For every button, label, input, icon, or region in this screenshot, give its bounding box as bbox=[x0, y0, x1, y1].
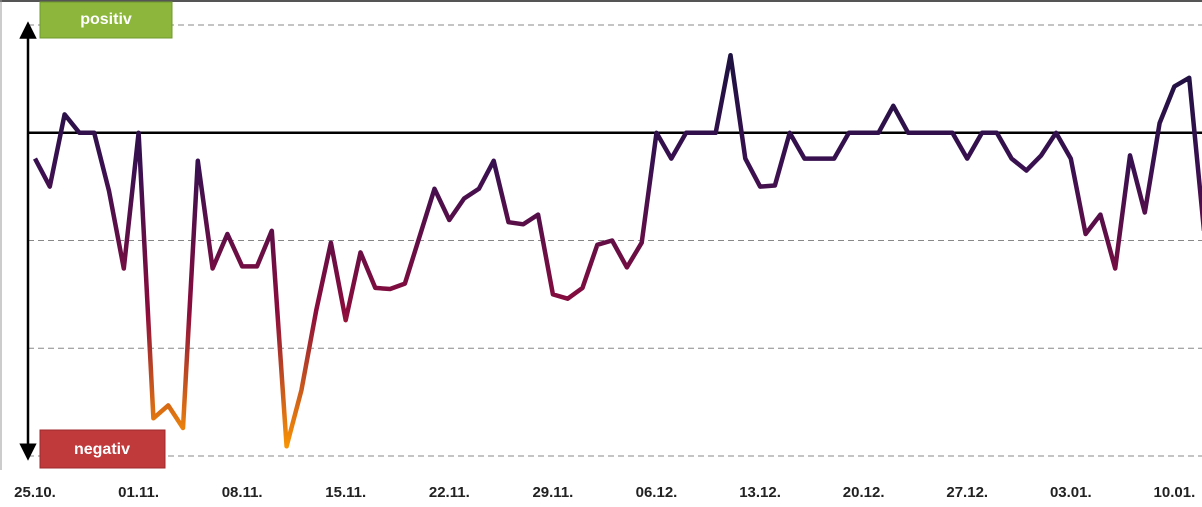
x-tick-label: 27.12. bbox=[946, 484, 988, 501]
x-tick-label: 06.12. bbox=[636, 484, 678, 501]
x-tick-label: 13.12. bbox=[739, 484, 781, 501]
line-series bbox=[33, 52, 1202, 449]
x-tick-label: 08.11. bbox=[222, 484, 263, 501]
plot bbox=[33, 52, 1202, 449]
positiv-label: positiv bbox=[80, 11, 132, 28]
x-tick-label: 20.12. bbox=[843, 484, 885, 501]
positiv-box bbox=[39, 1, 173, 39]
x-tick-label: 03.01. bbox=[1050, 484, 1092, 501]
negativ-label: negativ bbox=[74, 441, 130, 458]
x-axis-labels: 25.10. 01.11. 08.11. 15.11. 22.11. 29.11. 06.1… bbox=[14, 484, 1195, 501]
x-tick-label: 22.11. bbox=[429, 484, 470, 501]
x-tick-label: 25.10. bbox=[14, 484, 56, 501]
x-tick-label: 01.11. bbox=[118, 484, 159, 501]
negativ-box bbox=[39, 429, 166, 469]
x-tick-label: 15.11. bbox=[325, 484, 366, 501]
grid bbox=[28, 24, 1202, 457]
x-tick-label: 29.11. bbox=[532, 484, 573, 501]
x-tick-label: 10.01. bbox=[1154, 484, 1196, 501]
